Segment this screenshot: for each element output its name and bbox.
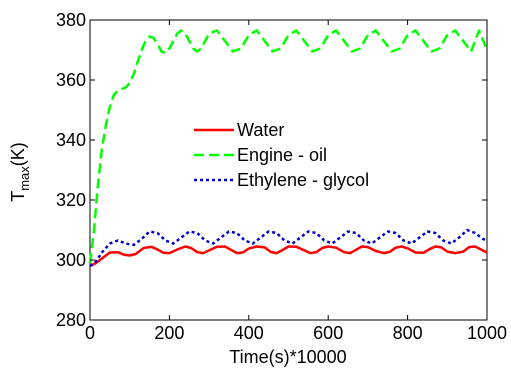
legend-label: Engine - oil	[237, 145, 327, 165]
legend: Water Engine - oil Ethylene - glycol	[194, 120, 369, 190]
y-tick-label: 380	[56, 10, 86, 30]
series-line-0	[89, 245, 488, 268]
x-axis-ticks: 0 200 400 600 800 1000	[85, 20, 507, 343]
plot-area	[88, 19, 489, 321]
y-tick-label: 340	[56, 130, 86, 150]
y-axis-ticks: 280 300 320 340 360 380	[56, 10, 487, 330]
x-tick-label: 200	[154, 323, 184, 343]
plot-frame	[89, 19, 488, 321]
x-tick-label: 800	[393, 323, 423, 343]
y-tick-label: 360	[56, 70, 86, 90]
y-axis-label: Tmax(K)	[8, 142, 32, 202]
y-tick-label: 300	[56, 250, 86, 270]
y-tick-label: 280	[56, 310, 86, 330]
y-tick-label: 320	[56, 190, 86, 210]
x-tick-label: 1000	[467, 323, 507, 343]
series-line-1	[88, 29, 489, 264]
y-axis-label-main: T	[8, 191, 28, 202]
series-layer	[88, 29, 489, 268]
y-axis-label-subscript: max	[17, 166, 32, 191]
x-tick-label: 400	[234, 323, 264, 343]
x-tick-label: 0	[85, 323, 95, 343]
y-axis-label-unit: (K)	[8, 142, 28, 166]
legend-label: Water	[237, 120, 284, 140]
x-tick-label: 600	[313, 323, 343, 343]
x-axis-label: Time(s)*10000	[229, 347, 346, 367]
legend-label: Ethylene - glycol	[237, 170, 369, 190]
series-line-2	[89, 228, 488, 267]
